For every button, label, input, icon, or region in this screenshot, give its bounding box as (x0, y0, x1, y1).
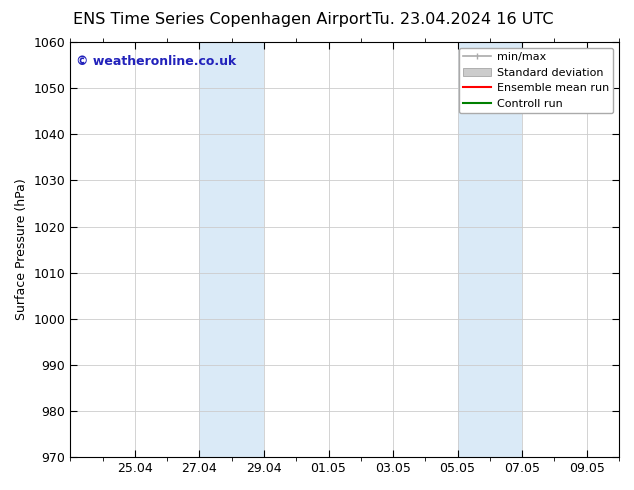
Text: © weatheronline.co.uk: © weatheronline.co.uk (76, 54, 236, 68)
Y-axis label: Surface Pressure (hPa): Surface Pressure (hPa) (15, 179, 28, 320)
Legend: min/max, Standard deviation, Ensemble mean run, Controll run: min/max, Standard deviation, Ensemble me… (459, 48, 614, 113)
Bar (458, 42, 522, 457)
Text: ENS Time Series Copenhagen Airport: ENS Time Series Copenhagen Airport (72, 12, 372, 27)
Text: Tu. 23.04.2024 16 UTC: Tu. 23.04.2024 16 UTC (372, 12, 553, 27)
Bar (200, 42, 264, 457)
